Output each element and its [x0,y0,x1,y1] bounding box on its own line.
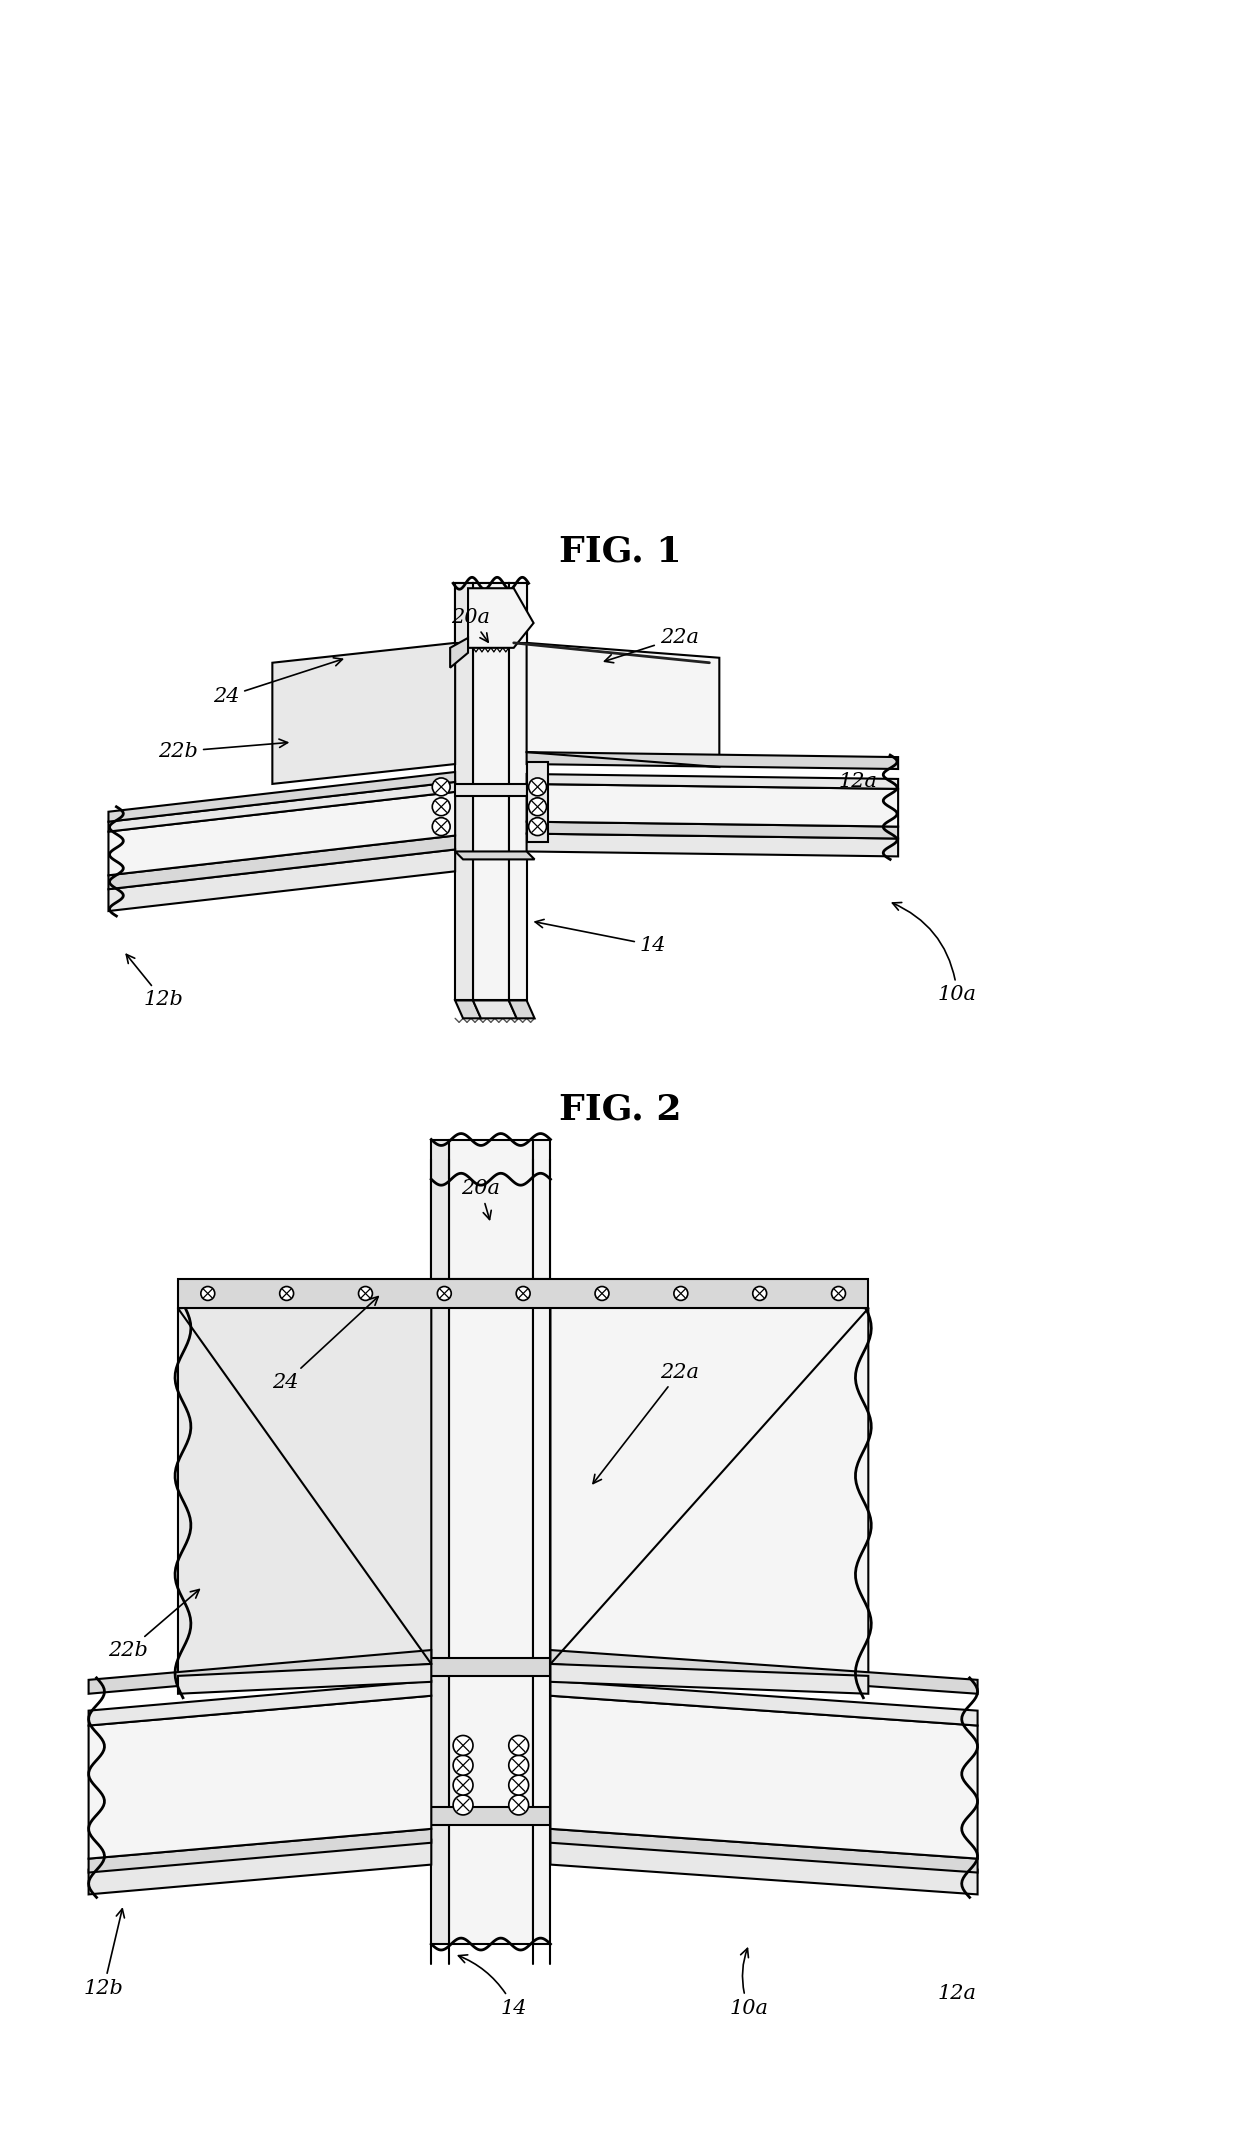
Text: 12a: 12a [838,772,878,791]
Polygon shape [551,1664,868,1694]
Circle shape [832,1286,846,1301]
Text: 22b: 22b [108,1589,200,1659]
Circle shape [438,1286,451,1301]
Polygon shape [508,1000,534,1017]
Circle shape [508,1775,528,1796]
Polygon shape [449,1139,533,1278]
Circle shape [453,1775,472,1796]
Text: 14: 14 [536,919,666,956]
Polygon shape [533,1180,551,1943]
Text: 20a: 20a [461,1180,500,1220]
Text: 10a: 10a [893,902,977,1005]
Text: 12b: 12b [126,953,184,1009]
Polygon shape [527,834,898,857]
Circle shape [673,1286,688,1301]
Polygon shape [508,582,527,1000]
Circle shape [433,779,450,796]
Circle shape [453,1755,472,1775]
Polygon shape [551,1696,977,1858]
Text: 22a: 22a [605,627,698,663]
Polygon shape [88,1828,432,1873]
Text: 14: 14 [459,1954,527,2018]
Circle shape [453,1796,472,1815]
Polygon shape [455,785,527,796]
Circle shape [433,798,450,815]
Polygon shape [527,642,719,768]
Text: 12a: 12a [937,1984,977,2003]
Polygon shape [533,1139,551,1278]
Text: 24: 24 [273,1297,378,1393]
Polygon shape [527,821,898,838]
Polygon shape [551,1288,868,1677]
Polygon shape [88,1696,432,1858]
Polygon shape [551,1651,977,1694]
Text: 12b: 12b [83,1909,124,1999]
Circle shape [528,817,547,836]
Polygon shape [432,1139,449,1278]
Text: 24: 24 [213,657,342,706]
Polygon shape [455,582,472,642]
Circle shape [433,817,450,836]
Polygon shape [472,582,508,1000]
Circle shape [508,1755,528,1775]
Circle shape [201,1286,215,1301]
Polygon shape [88,1841,432,1894]
Circle shape [595,1286,609,1301]
Text: 20a: 20a [451,608,490,642]
Circle shape [280,1286,294,1301]
Polygon shape [472,1000,517,1017]
Circle shape [528,779,547,796]
Polygon shape [108,836,455,889]
Polygon shape [527,785,898,828]
Polygon shape [432,1180,449,1943]
Polygon shape [455,582,472,1000]
Text: FIG. 2: FIG. 2 [559,1092,681,1126]
Polygon shape [108,783,455,832]
Circle shape [358,1286,372,1301]
Polygon shape [179,1278,868,1308]
Polygon shape [273,642,455,785]
Polygon shape [450,638,467,668]
Polygon shape [527,761,548,843]
Polygon shape [527,753,898,770]
Circle shape [528,798,547,815]
Circle shape [508,1736,528,1755]
Polygon shape [467,589,533,648]
Polygon shape [527,774,898,789]
Circle shape [753,1286,766,1301]
Circle shape [516,1286,531,1301]
Polygon shape [551,1681,977,1726]
Polygon shape [108,791,455,875]
Polygon shape [432,1807,551,1826]
Polygon shape [455,851,534,860]
Polygon shape [432,1657,551,1677]
Circle shape [508,1796,528,1815]
Polygon shape [551,1841,977,1894]
Polygon shape [449,1180,533,1943]
Text: 22a: 22a [593,1363,698,1482]
Polygon shape [472,582,508,642]
Text: 22b: 22b [159,740,288,761]
Polygon shape [551,1828,977,1873]
Polygon shape [179,1664,432,1694]
Polygon shape [508,582,527,642]
Polygon shape [179,1288,432,1677]
Polygon shape [88,1651,432,1694]
Text: FIG. 1: FIG. 1 [559,535,681,570]
Circle shape [453,1736,472,1755]
Polygon shape [108,772,455,821]
Polygon shape [108,849,455,911]
Polygon shape [88,1681,432,1726]
Polygon shape [455,1000,481,1017]
Text: 10a: 10a [729,1947,769,2018]
